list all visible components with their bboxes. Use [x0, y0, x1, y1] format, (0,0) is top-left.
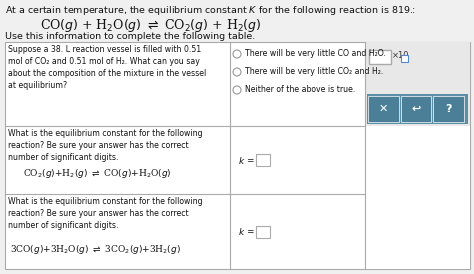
Text: There will be very little CO₂ and H₂.: There will be very little CO₂ and H₂. [245, 67, 383, 76]
Text: ?: ? [446, 104, 452, 114]
Text: ×10: ×10 [392, 52, 410, 61]
Bar [365, 126, 470, 269]
Bar [365, 42, 470, 126]
Text: $k$ =: $k$ = [238, 226, 255, 237]
Text: There will be very little CO and H₂O.: There will be very little CO and H₂O. [245, 50, 386, 59]
Bar [256, 154, 270, 166]
Bar [5, 42, 470, 269]
Bar [433, 96, 464, 122]
Text: Use this information to complete the following table.: Use this information to complete the fol… [5, 32, 255, 41]
Bar [369, 50, 391, 64]
Text: Suppose a 38. L reaction vessel is filled with 0.51
mol of CO₂ and 0.51 mol of H: Suppose a 38. L reaction vessel is fille… [8, 45, 206, 90]
Text: $k$ =: $k$ = [238, 155, 255, 165]
Text: Neither of the above is true.: Neither of the above is true. [245, 85, 356, 95]
Text: ✕: ✕ [379, 104, 388, 114]
Text: 3CO$(g)$+3H$_2$O$(g)$ $\rightleftharpoons$ 3CO$_2$$(g)$+3H$_2$$(g)$: 3CO$(g)$+3H$_2$O$(g)$ $\rightleftharpoon… [10, 242, 181, 255]
Bar [401, 96, 431, 122]
Text: ↩: ↩ [411, 104, 421, 114]
Text: CO$(g)$ + H$_2$O$(g)$ $\rightleftharpoons$ CO$_2$$(g)$ + H$_2$$(g)$: CO$(g)$ + H$_2$O$(g)$ $\rightleftharpoon… [40, 17, 262, 34]
Bar [367, 94, 468, 124]
Text: What is the equilibrium constant for the following
reaction? Be sure your answer: What is the equilibrium constant for the… [8, 197, 202, 230]
Bar [401, 55, 408, 62]
Text: CO$_2$$(g)$+H$_2$$(g)$ $\rightleftharpoons$ CO$(g)$+H$_2$O$(g)$: CO$_2$$(g)$+H$_2$$(g)$ $\rightleftharpoo… [23, 167, 172, 181]
Text: What is the equilibrium constant for the following
reaction? Be sure your answer: What is the equilibrium constant for the… [8, 129, 202, 162]
Bar [256, 226, 270, 238]
Bar [368, 96, 399, 122]
Text: At a certain temperature, the equilibrium constant $K$ for the following reactio: At a certain temperature, the equilibriu… [5, 4, 416, 17]
